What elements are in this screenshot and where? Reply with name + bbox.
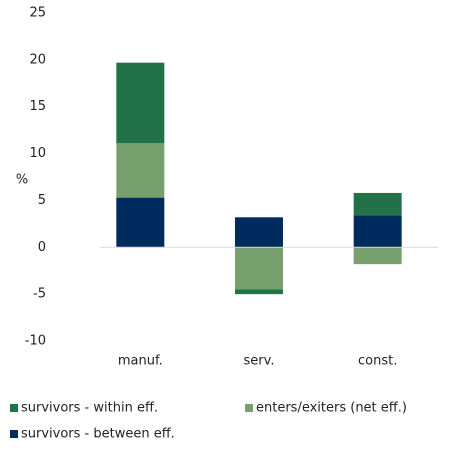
y-tick-label: 15 (29, 99, 46, 114)
y-tick-label: -10 (25, 334, 46, 349)
bar-segment (116, 197, 165, 248)
x-tick-label: const. (358, 354, 397, 369)
legend-label: survivors - within eff. (21, 401, 158, 416)
x-tick-label: manuf. (118, 354, 163, 369)
bar-segment (116, 62, 165, 144)
legend-swatch (10, 430, 18, 438)
bar-segment (116, 143, 165, 198)
bar-segment (353, 192, 402, 216)
y-axis-label: % (16, 173, 28, 188)
y-tick-label: -5 (33, 287, 46, 302)
bar-segment (353, 247, 402, 265)
legend-label: enters/exiters (net eff.) (256, 401, 407, 416)
legend-label: survivors - between eff. (21, 427, 175, 442)
y-tick-label: 5 (38, 193, 46, 208)
bar-segment (353, 215, 402, 248)
y-tick-label: 0 (38, 240, 46, 255)
bar-segment (235, 217, 283, 248)
bar-segment (235, 289, 283, 295)
legend-swatch (10, 404, 18, 412)
x-tick-label: serv. (244, 354, 275, 369)
y-tick-label: 25 (29, 6, 46, 21)
y-tick-label: 10 (29, 146, 46, 161)
bar-segment (235, 247, 283, 290)
y-tick-label: 20 (29, 52, 46, 67)
legend-swatch (245, 404, 253, 412)
